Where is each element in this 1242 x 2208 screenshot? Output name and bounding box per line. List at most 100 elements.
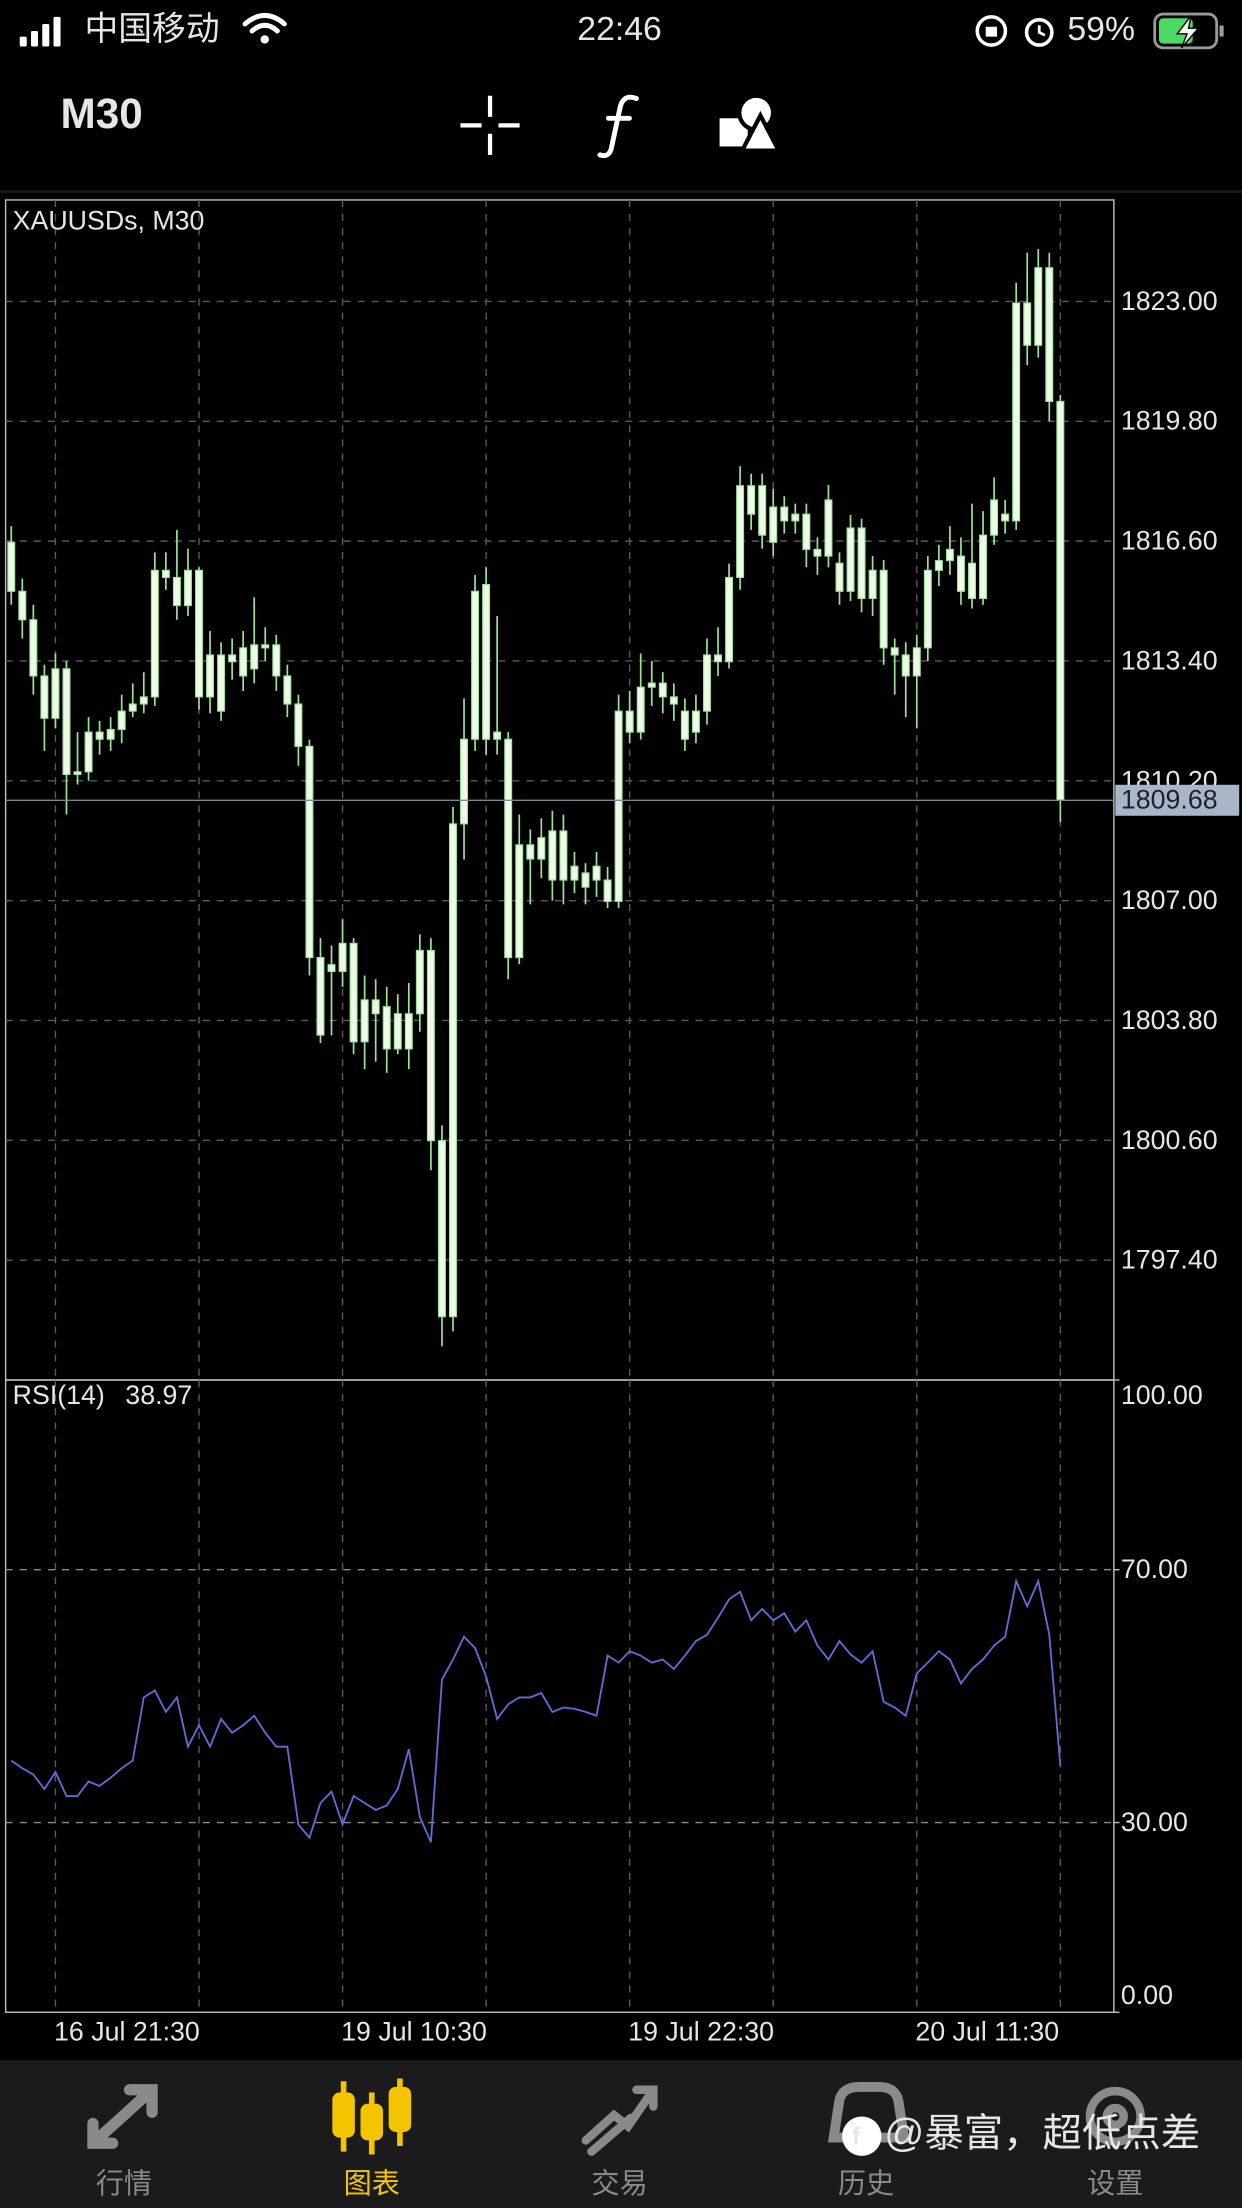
- candle-body: [150, 569, 159, 698]
- candle-body: [393, 1013, 402, 1050]
- candle-body: [813, 548, 822, 557]
- candle-body: [493, 731, 502, 740]
- candle-body: [548, 830, 557, 881]
- candle-body: [769, 506, 778, 543]
- candle-body: [658, 682, 667, 698]
- crosshair-button[interactable]: [460, 95, 520, 155]
- candle-body: [791, 513, 800, 522]
- candle-body: [956, 555, 965, 592]
- tab-label[interactable]: 交易: [591, 2168, 647, 2199]
- candle-body: [736, 485, 745, 579]
- candle-body: [206, 654, 215, 698]
- tab-label[interactable]: 行情: [96, 2168, 152, 2199]
- candle-body: [923, 569, 932, 649]
- candle-body: [448, 823, 457, 1318]
- candle-body: [183, 569, 192, 607]
- candle-body: [945, 548, 954, 562]
- candle-body: [901, 654, 910, 677]
- chart-icon[interactable]: [332, 2078, 412, 2155]
- candle-body: [747, 485, 756, 515]
- candle-body: [471, 590, 480, 740]
- y-tick-label: 1819.80: [1121, 406, 1218, 436]
- candle-body: [537, 837, 546, 860]
- candle-body: [95, 731, 104, 740]
- clock: 22:46: [577, 10, 662, 48]
- y-tick-label: 0.00: [1121, 1980, 1173, 2010]
- candle-body: [84, 731, 93, 773]
- y-tick-label: 1816.60: [1121, 526, 1218, 556]
- candle-body: [305, 745, 314, 959]
- candle-body: [73, 771, 82, 776]
- tab-label[interactable]: 图表: [344, 2168, 400, 2199]
- candle-body: [338, 942, 347, 972]
- watermark: f @暴富，超低点差: [842, 2112, 1200, 2156]
- wifi-dot: [260, 35, 269, 44]
- candle-body: [934, 560, 943, 571]
- candle-body: [614, 710, 623, 902]
- candle-body: [990, 499, 999, 536]
- history-icon[interactable]: [827, 2081, 910, 2143]
- candle-body: [371, 999, 380, 1015]
- candle-body: [857, 527, 866, 599]
- candle-body: [139, 696, 148, 705]
- quotes-icon[interactable]: [87, 2084, 158, 2149]
- candle-body: [18, 590, 27, 621]
- candle-body: [250, 644, 259, 670]
- candle-body: [625, 710, 634, 733]
- tab-label[interactable]: 历史: [838, 2168, 894, 2199]
- candle-body: [161, 569, 170, 579]
- signal-bar: [42, 23, 50, 47]
- candle-body: [702, 654, 711, 712]
- candle-body: [824, 499, 833, 557]
- candle-body: [780, 506, 789, 522]
- alarm-icon: [1024, 17, 1054, 47]
- battery-percent: 59%: [1067, 10, 1135, 48]
- indicator-value: 38.97: [125, 1380, 192, 1410]
- candle-body: [570, 865, 579, 881]
- candle-body: [890, 647, 899, 656]
- candle-body: [725, 576, 734, 663]
- x-tick-label: 19 Jul 22:30: [628, 2016, 774, 2046]
- candle-body: [117, 710, 126, 731]
- candle-body: [106, 728, 115, 740]
- candle-body: [504, 738, 513, 959]
- watermark-text: @暴富，超低点差: [884, 2112, 1200, 2156]
- y-tick-label: 1797.40: [1121, 1245, 1218, 1275]
- candle-body: [636, 686, 645, 733]
- lock-body: [985, 26, 997, 37]
- battery-frame: [1153, 12, 1219, 50]
- y-tick-label: 1807.00: [1121, 885, 1218, 915]
- rotation-lock-icon: [975, 15, 1008, 47]
- tab-bar-background: [0, 2060, 1242, 2208]
- last-price-label: 1809.68: [1121, 785, 1218, 815]
- y-tick-label: 100.00: [1121, 1380, 1203, 1410]
- last-price-tag: [1115, 784, 1240, 816]
- candle-body: [968, 562, 976, 599]
- indicators-button[interactable]: [597, 94, 639, 159]
- timeframe-button[interactable]: M30: [61, 90, 143, 137]
- candle-body: [1045, 267, 1054, 403]
- candle-body: [404, 1013, 413, 1050]
- candle-body: [691, 710, 700, 733]
- settings-icon[interactable]: [1085, 2086, 1145, 2147]
- chart: [4, 199, 1120, 2013]
- objects-button[interactable]: [719, 93, 783, 153]
- y-tick-label: 70.00: [1121, 1554, 1188, 1584]
- indicator-name: RSI(14): [13, 1380, 105, 1410]
- x-tick-label: 16 Jul 21:30: [54, 2016, 200, 2046]
- candle-body: [239, 647, 248, 677]
- candle-body: [426, 949, 435, 1142]
- trade-icon[interactable]: [581, 2085, 658, 2156]
- tab-label[interactable]: 设置: [1087, 2168, 1143, 2199]
- candle-body: [680, 710, 689, 740]
- candle-body: [592, 865, 601, 881]
- candle-body: [62, 668, 71, 776]
- candle-body: [1034, 267, 1043, 346]
- candle-body: [272, 644, 281, 677]
- candle-body: [195, 569, 203, 698]
- battery-tip: [1219, 25, 1224, 37]
- candle-body: [128, 703, 137, 712]
- indicator-line: [10, 1578, 1062, 1843]
- candle-body: [228, 654, 237, 663]
